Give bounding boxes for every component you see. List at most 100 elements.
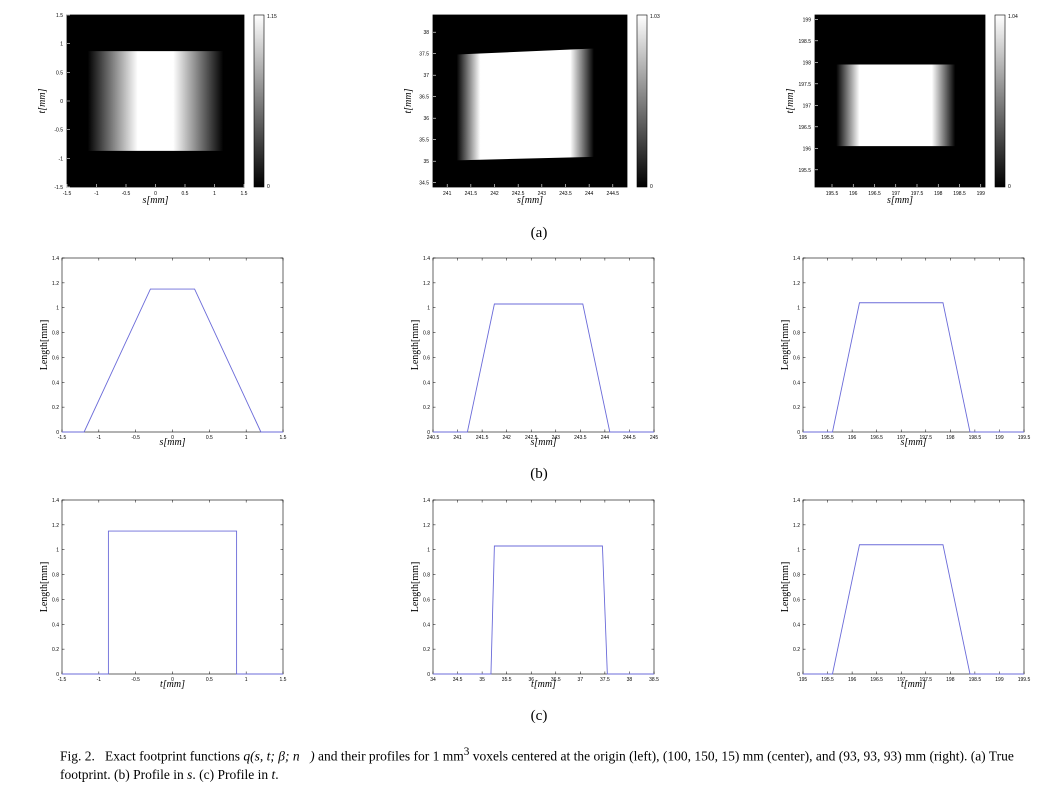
subplot-c3: 195 195.5 196 196.5 197 197.5 198 198.5 199 199.5… [780,498,1030,690]
x-tick-label: 0.5 [182,191,189,197]
profile-line [62,288,283,433]
y-tick-label: 1.4 [793,498,800,504]
x-tick-label: 243.5 [574,435,587,441]
profile-line [62,530,283,675]
caption-text: Exact footprint functions [105,748,240,764]
y-tick-label: 0.4 [793,380,800,386]
plot-frame [432,257,655,433]
colorbar-min-label: 0 [1008,184,1011,190]
x-tick-label: 198 [946,677,955,683]
x-tick-label: 243 [552,435,561,441]
y-tick-label: 1 [427,548,430,554]
x-tick-label: 35 [479,677,485,683]
y-tick-label: 195.5 [798,168,811,174]
y-tick-label: -1.5 [54,185,63,191]
y-axis-label: Length[mm] [780,562,791,613]
y-tick-label: 0.8 [52,573,59,579]
y-tick-label: 1 [797,548,800,554]
y-axis-label: Length[mm] [39,562,50,613]
x-tick-label: 242.5 [512,191,525,197]
y-tick-label: 0.2 [793,647,800,653]
y-tick-label: 1.4 [52,256,59,262]
x-tick-label: 198 [946,435,955,441]
y-tick-label: 198.5 [798,39,811,45]
profile-line [433,303,654,433]
x-tick-label: 196 [848,677,857,683]
x-tick-label: 36 [528,677,534,683]
x-tick-label: 199.5 [1018,435,1031,441]
y-tick-label: 0.8 [423,331,430,337]
y-tick-label: 35 [423,159,429,165]
y-tick-label: 0.6 [793,597,800,603]
footprint-region [87,51,224,151]
y-tick-label: 0.4 [52,380,59,386]
subplot-c2: 34 34.5 35 35.5 36 36.5 37 37.5 38 38.5 0 0.2 0.4 0.6… [410,498,659,690]
caption-text: and their profiles for 1 mm [317,748,464,764]
y-tick-label: 198 [803,60,812,66]
y-tick-label: 0.2 [423,405,430,411]
profile-line [433,545,654,675]
plot-frame [802,499,1025,675]
caption-text: voxels centered at the origin (left), [472,748,660,764]
caption-var-t: t [271,766,276,782]
y-tick-label: 0 [797,672,800,678]
y-tick-label: 0 [427,672,430,678]
x-tick-label: 0 [154,191,157,197]
plot-frame [802,257,1025,433]
y-tick-label: 0 [427,430,430,436]
subplot-a2: 241 241.5 242 242.5 243 243.5 244 244.5 38 37.5 37… [403,14,660,206]
subplot-b3: 195 195.5 196 196.5 197 197.5 198 198.5 199 199.5… [780,256,1030,448]
caption-text: mm (right). (a) True footprint. (b) Prof… [60,748,1014,782]
x-tick-label: 241 [443,191,452,197]
footprint-region [456,48,594,161]
x-axis-label: s[mm] [530,437,556,448]
caption-center-coord: (100, 150, 15) [662,748,740,764]
x-tick-label: -1.5 [58,677,67,683]
y-tick-label: 1.2 [793,523,800,529]
x-tick-label: 197 [892,191,901,197]
y-tick-label: 1 [60,42,63,48]
plot-frame [432,14,628,188]
x-tick-label: -1 [94,191,99,197]
x-tick-label: -0.5 [122,191,131,197]
profile-line [803,544,1024,675]
x-axis-label: s[mm] [159,437,185,448]
x-tick-label: 242 [502,435,511,441]
y-tick-label: 0.2 [793,405,800,411]
colorbar-min-label: 0 [650,184,653,190]
plot-frame [61,257,284,433]
x-tick-label: 241.5 [465,191,478,197]
x-tick-label: 195 [799,677,808,683]
x-tick-label: 37 [578,677,584,683]
x-tick-label: 241 [453,435,462,441]
y-tick-label: 1 [56,306,59,312]
y-axis-label: t[mm] [785,88,796,113]
x-tick-label: 196 [848,435,857,441]
y-tick-label: 0 [60,99,63,105]
plot-frame [61,499,284,675]
y-tick-label: 0.4 [423,622,430,628]
x-tick-label: 1 [213,191,216,197]
x-tick-label: 241.5 [476,435,489,441]
x-axis-label: s[mm] [142,195,168,206]
x-tick-label: 244 [585,191,594,197]
y-tick-label: 0.8 [793,573,800,579]
y-tick-label: 0.6 [52,355,59,361]
caption-function: q(s, t; β; n⃗) [243,748,315,764]
colorbar-min-label: 0 [267,184,270,190]
y-tick-label: 1.2 [52,281,59,287]
y-tick-label: 0.5 [56,70,63,76]
x-tick-label: 195 [799,435,808,441]
x-tick-label: 244 [601,435,610,441]
figure-caption: Fig. 2. Exact footprint functions q(s, t… [60,743,1050,784]
x-tick-label: 243.5 [559,191,572,197]
caption-text: . (c) Profile in [192,766,269,782]
panel-label-b: (b) [530,466,548,482]
y-tick-label: 1.2 [423,281,430,287]
x-axis-label: t[mm] [901,679,926,690]
y-tick-label: 1.2 [423,523,430,529]
y-axis-label: Length[mm] [410,562,421,613]
x-tick-label: 0 [171,677,174,683]
plot-frame [814,14,986,188]
x-tick-label: 0.5 [206,435,213,441]
